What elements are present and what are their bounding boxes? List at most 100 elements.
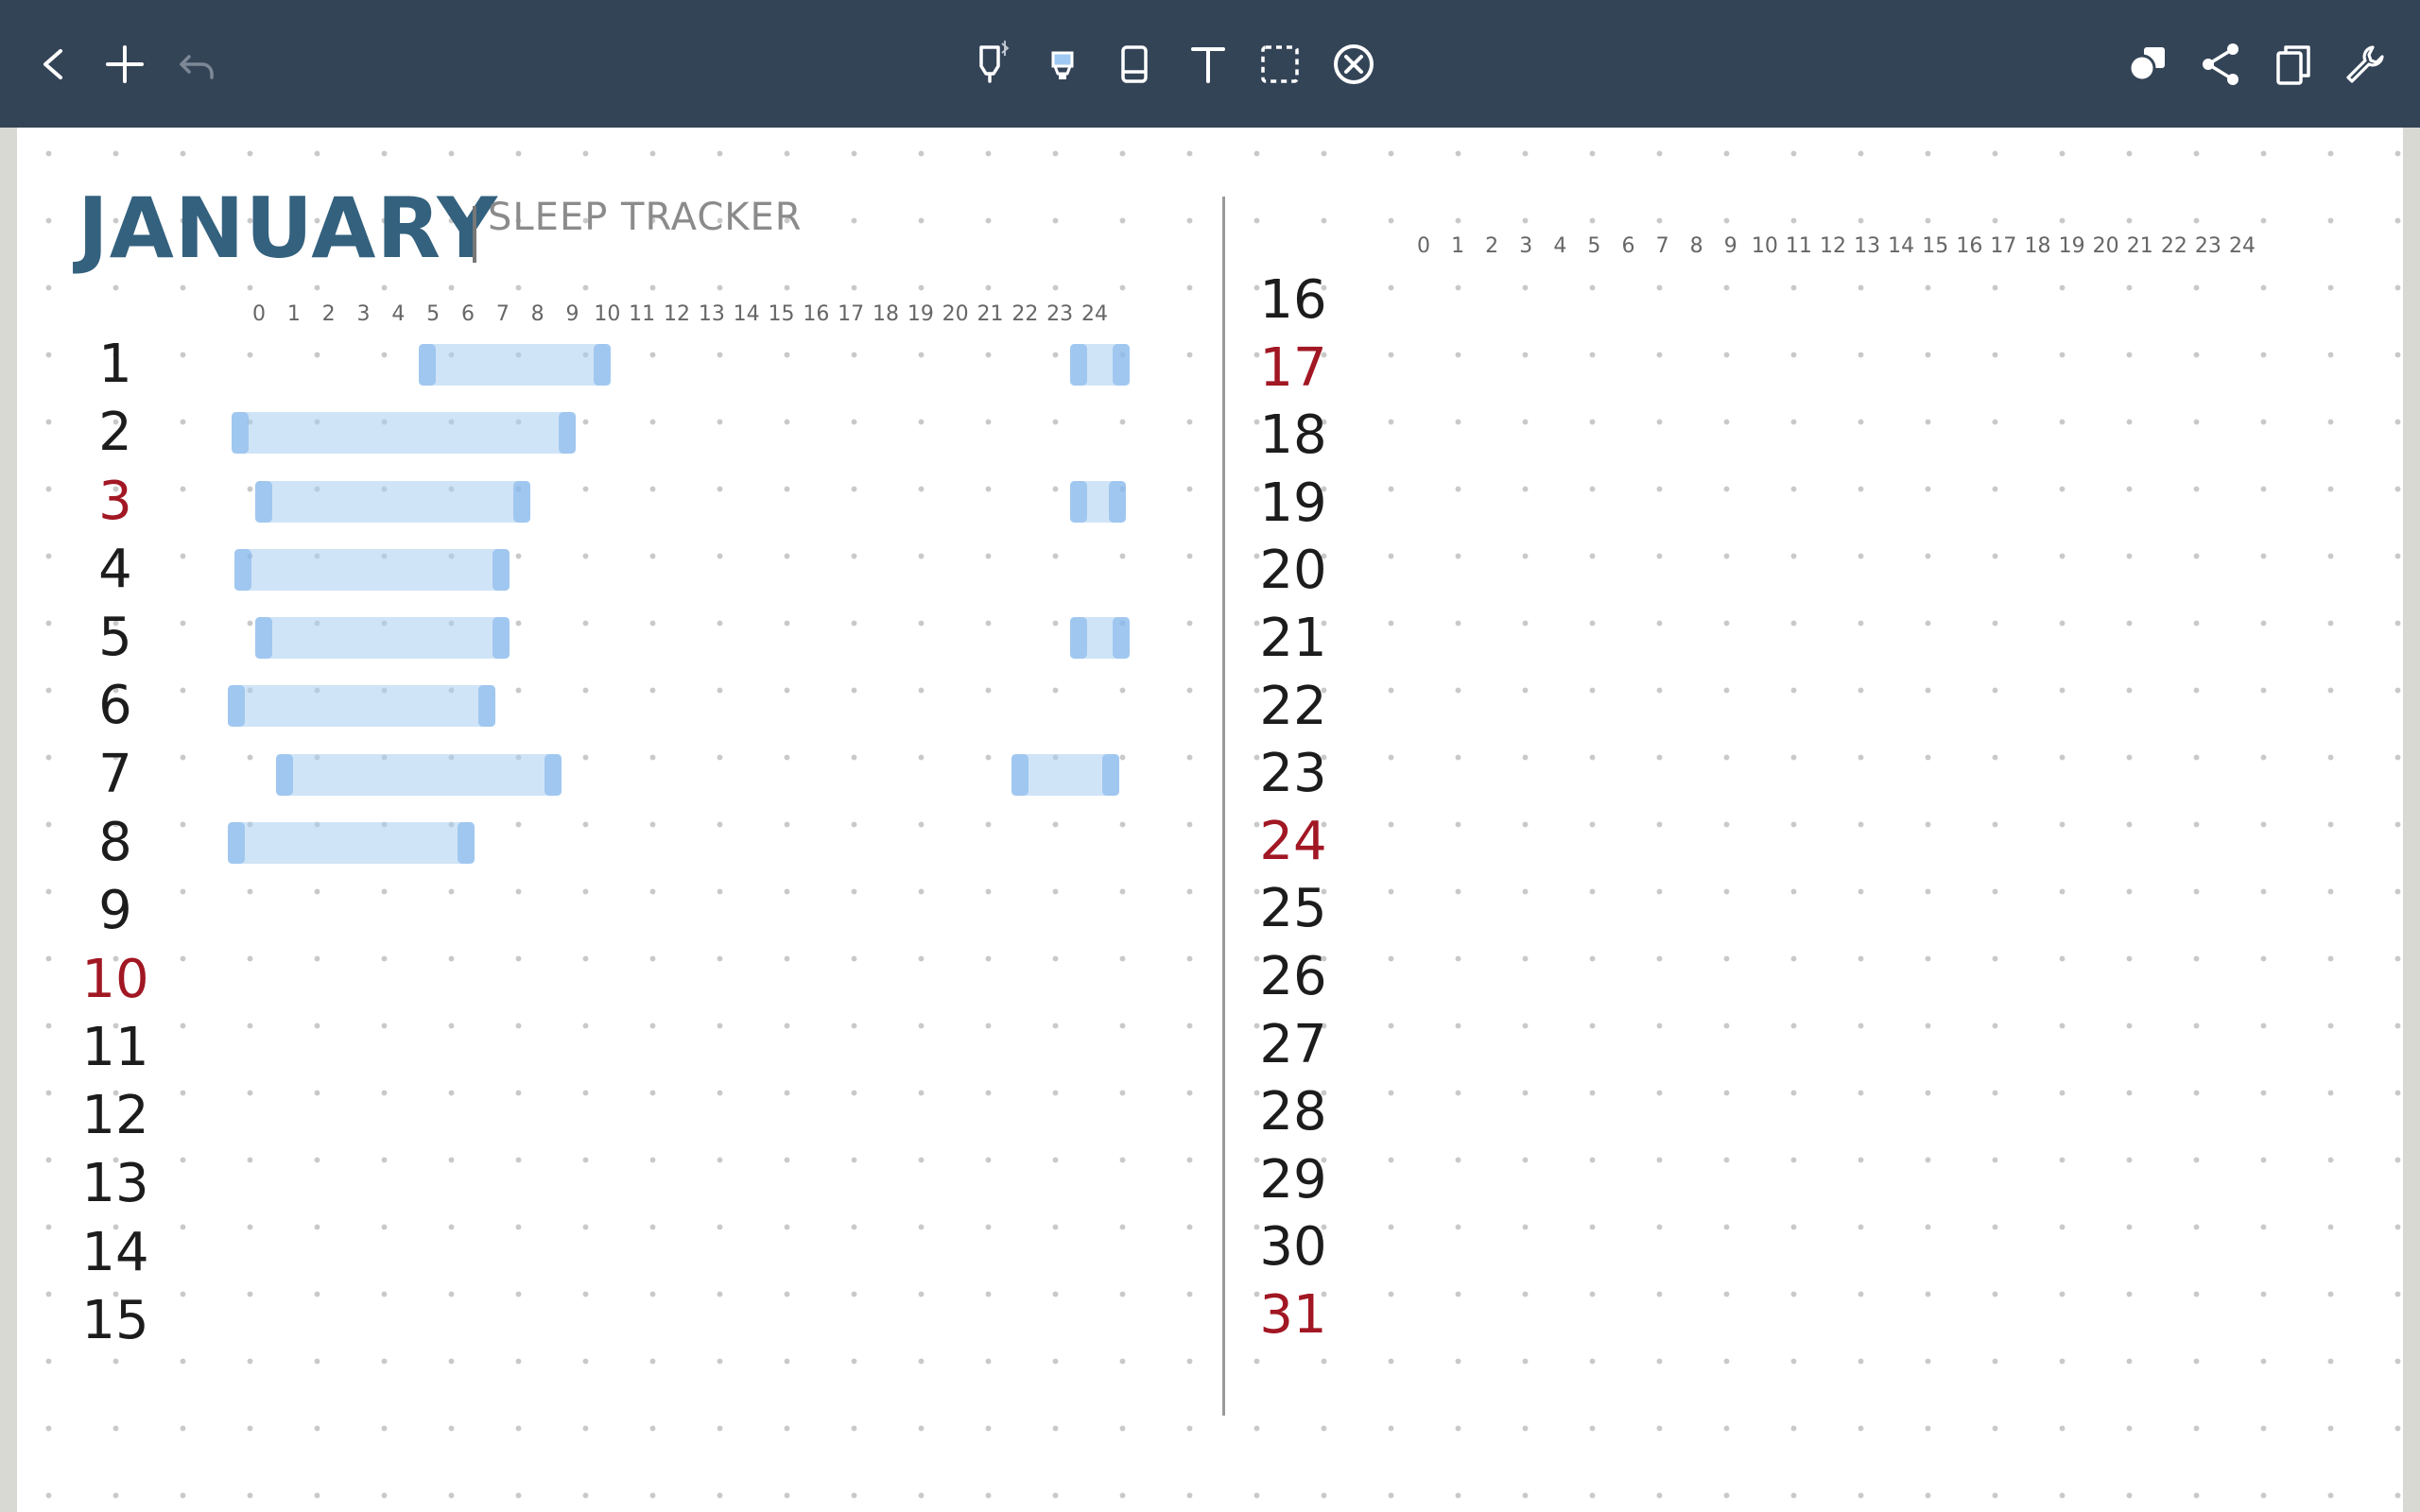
lasso-select-icon[interactable] [1250,34,1310,94]
day-label-13: 13 [81,1153,149,1215]
day-label-9: 9 [98,880,132,942]
text-tool-icon[interactable] [1178,34,1238,94]
hour-label: 15 [768,302,795,326]
sleep-bar-end-marker [493,617,510,660]
sleep-bar-end-marker [544,753,562,796]
hour-label: 8 [530,302,544,326]
clear-icon[interactable] [1323,34,1384,94]
hour-label: 7 [1655,234,1669,258]
add-icon[interactable] [95,34,155,94]
settings-wrench-icon[interactable] [2335,34,2395,94]
sleep-bar-day-4 [234,548,510,591]
share-icon[interactable] [2191,34,2252,94]
sleep-bar-end-marker [1112,344,1130,386]
day-label-1: 1 [98,334,132,395]
sleep-bar-end-marker [1101,753,1119,796]
hour-label: 16 [1956,234,1983,258]
hour-label: 11 [629,302,656,326]
sleep-bar-start-marker [1070,480,1088,523]
back-icon[interactable] [23,34,83,94]
hour-label: 5 [426,302,441,326]
hour-label: 3 [1519,234,1533,258]
sleep-bar-start-marker [1011,753,1028,796]
day-label-14: 14 [81,1221,149,1283]
day-label-2: 2 [98,402,132,464]
hour-label: 5 [1587,234,1601,258]
eraser-tool-icon[interactable] [1104,34,1165,94]
day-label-19: 19 [1259,472,1327,534]
sleep-bar-day-8 [227,822,475,864]
hour-label: 20 [2092,234,2119,258]
hour-label: 7 [495,302,510,326]
sleep-bar-start-marker [234,548,252,591]
day-label-10: 10 [81,948,149,1010]
hour-label: 22 [2160,234,2187,258]
day-label-22: 22 [1259,675,1327,737]
pages-icon[interactable] [2263,34,2324,94]
hour-label: 13 [1854,234,1881,258]
hour-label: 0 [1417,234,1430,258]
pages-icon-glyph [2276,45,2310,85]
sleep-bar-day-7 [1011,753,1119,796]
sleep-bar-end-marker [1109,480,1127,523]
day-label-11: 11 [81,1016,149,1078]
hour-label: 24 [1081,302,1108,326]
sleep-bar-end-marker [478,685,496,728]
hour-label: 6 [461,302,475,326]
day-label-8: 8 [98,812,132,873]
sleep-bar-day-2 [231,412,577,455]
notebook-page[interactable] [17,128,2403,1512]
sleep-bar-start-marker [227,685,245,728]
hour-label: 20 [942,302,969,326]
day-label-24: 24 [1259,810,1327,872]
title-separator [473,206,476,263]
hour-label: 19 [907,302,934,326]
sleep-bar-day-1 [419,344,611,386]
hour-label: 16 [803,302,830,326]
day-label-23: 23 [1259,743,1327,805]
share-icon-glyph [2203,43,2238,85]
sleep-bar-day-5 [1070,617,1130,660]
hour-scale-right: 0 1 2 3 4 5 6 7 8 9 10 11 12 13 14 15 16 17 18 19 20 21 22 23 24 [0,232,2420,261]
sleep-bar-day-3 [1070,480,1127,523]
sleep-bar-start-marker [255,480,273,523]
hour-label: 4 [391,302,406,326]
sleep-bar-start-marker [1070,617,1088,660]
page-subtitle: SLEEP TRACKER [488,196,803,239]
top-toolbar [0,0,2420,128]
day-label-29: 29 [1259,1148,1327,1211]
shapes-icon[interactable] [2118,34,2178,94]
shapes-icon-glyph [2128,47,2165,82]
day-label-30: 30 [1259,1216,1327,1279]
column-divider [1222,197,1225,1416]
sleep-bar-start-marker [231,412,249,455]
hour-label: 21 [977,302,1004,326]
undo-icon[interactable] [166,34,227,94]
hour-label: 18 [873,302,899,326]
hour-label: 18 [2024,234,2051,258]
hour-label: 14 [1888,234,1915,258]
day-label-6: 6 [98,675,132,737]
day-label-5: 5 [98,607,132,669]
day-label-21: 21 [1259,608,1327,669]
hour-label: 6 [1621,234,1635,258]
sleep-bar-end-marker [513,480,531,523]
sleep-bar-end-marker [594,344,611,386]
hour-label: 17 [1990,234,2017,258]
day-label-20: 20 [1259,540,1327,602]
text-tool-icon-glyph [1191,47,1225,83]
day-label-15: 15 [81,1290,149,1351]
pen-tool-icon[interactable] [960,34,1021,94]
hour-label: 12 [664,302,690,326]
pen-tool-icon-glyph [979,41,1010,83]
day-label-7: 7 [98,743,132,805]
sleep-bar-end-marker [559,412,577,455]
hour-label: 12 [1820,234,1846,258]
sleep-bar-start-marker [255,617,273,660]
hour-label: 10 [1751,234,1778,258]
eraser-tool-icon-glyph [1121,45,1148,83]
highlighter-tool-icon[interactable] [1032,34,1093,94]
day-label-25: 25 [1259,878,1327,940]
day-label-27: 27 [1259,1013,1327,1075]
sleep-bar-end-marker [458,822,475,864]
